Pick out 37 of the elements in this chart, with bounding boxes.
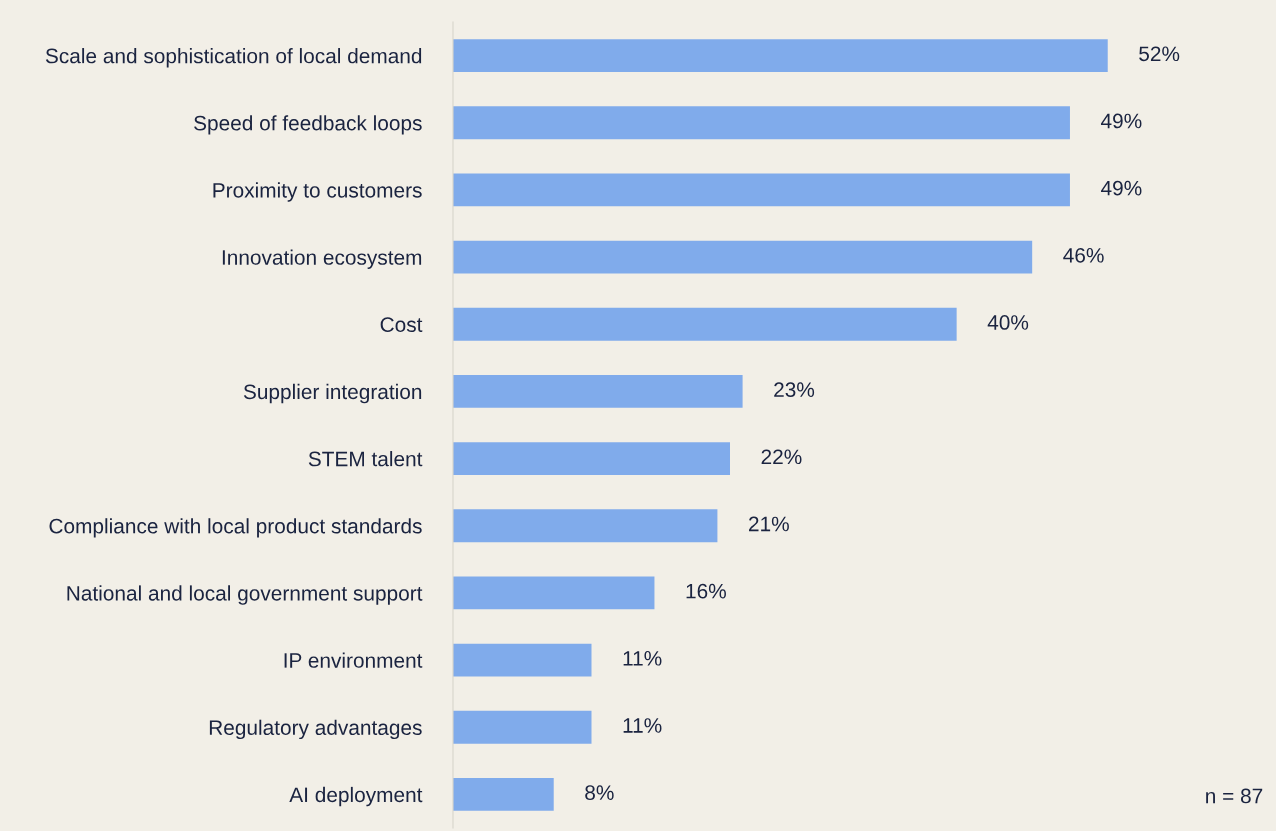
- data-label: 23%: [774, 382, 815, 398]
- bar: [453, 374, 743, 408]
- y-tick-label: STEM talent: [308, 451, 423, 467]
- data-label: 16%: [686, 583, 726, 599]
- bar: [453, 240, 1033, 274]
- y-tick-label: Innovation ecosystem: [222, 249, 422, 269]
- data-label: 49%: [1100, 113, 1142, 129]
- y-tick-label: National and local government support: [67, 585, 423, 605]
- bar: [453, 710, 592, 744]
- y-tick-label: Speed of feedback loops: [194, 115, 422, 135]
- data-label: 21%: [749, 516, 789, 532]
- data-label: 46%: [1063, 247, 1104, 263]
- bar: [453, 643, 592, 677]
- y-tick-label: IP environment: [284, 652, 423, 668]
- data-label: 49%: [1100, 180, 1142, 196]
- y-tick-label: Compliance with local product standards: [49, 518, 422, 538]
- data-label: 11%: [623, 718, 662, 733]
- bar: [453, 777, 554, 811]
- data-label: 8%: [585, 785, 614, 801]
- bar: [453, 106, 1070, 140]
- data-label: 52%: [1139, 46, 1180, 62]
- bar: [453, 576, 655, 610]
- text: n = 87: [1206, 788, 1263, 804]
- y-tick-label: Regulatory advantages: [209, 719, 422, 740]
- bar: [453, 509, 718, 543]
- bar: [453, 442, 730, 476]
- y-tick-label: Proximity to customers: [213, 182, 422, 202]
- y-tick-label: AI deployment: [289, 786, 423, 807]
- bar: [453, 173, 1070, 207]
- y-tick-label: Scale and sophistication of local demand: [45, 48, 422, 68]
- bar: [453, 39, 1108, 73]
- y-tick-label: Supplier integration: [243, 383, 422, 404]
- data-label: 22%: [761, 449, 802, 465]
- y-tick-label: Cost: [380, 317, 423, 332]
- data-label: 40%: [987, 315, 1029, 330]
- data-label: 11%: [623, 651, 662, 666]
- bar: [453, 307, 957, 341]
